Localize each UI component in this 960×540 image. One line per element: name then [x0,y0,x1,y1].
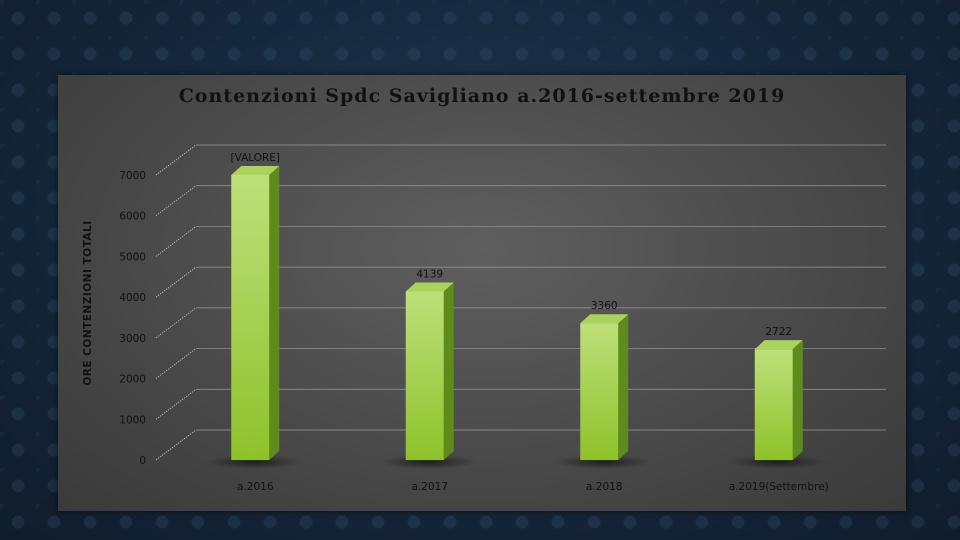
gridline [155,185,886,217]
data-label: 4139 [416,268,443,280]
x-tick-label: a.2017 [412,481,449,493]
data-label: 2722 [765,326,792,338]
bar-a-2017 [380,282,477,469]
bar-a-2019-settembre- [729,340,826,469]
y-tick-label: 4000 [119,292,146,304]
y-tick-label: 7000 [119,170,146,182]
bar-a-2018 [555,314,652,469]
x-tick-label: a.2019(Settembre) [729,481,829,493]
data-label: [VALORE] [230,152,280,164]
y-tick-label: 0 [139,455,146,467]
chart-title: Contenzioni Spdc Savigliano a.2016-sette… [178,85,786,107]
y-axis-label: ORE CONTENZIONI TOTALI [82,220,94,386]
y-tick-label: 6000 [119,211,146,223]
gridline [155,307,886,339]
y-tick-label: 3000 [119,333,146,345]
y-tick-label: 1000 [119,414,146,426]
gridline [155,226,886,257]
chart-panel: 0 1000 2000 3000 4000 5000 6000 7000 [VALORE] a.2… [58,75,906,511]
gridline [155,144,886,176]
y-tick-label: 5000 [119,251,146,263]
data-label: 3360 [591,300,618,312]
x-tick-label: a.2018 [586,481,623,493]
y-tick-label: 2000 [119,374,146,386]
chart-plot: 0 1000 2000 3000 4000 5000 6000 7000 [VALORE] a.2… [119,144,886,493]
bar-a-2016 [206,166,303,469]
gridline [155,266,886,298]
x-tick-label: a.2016 [237,481,274,493]
